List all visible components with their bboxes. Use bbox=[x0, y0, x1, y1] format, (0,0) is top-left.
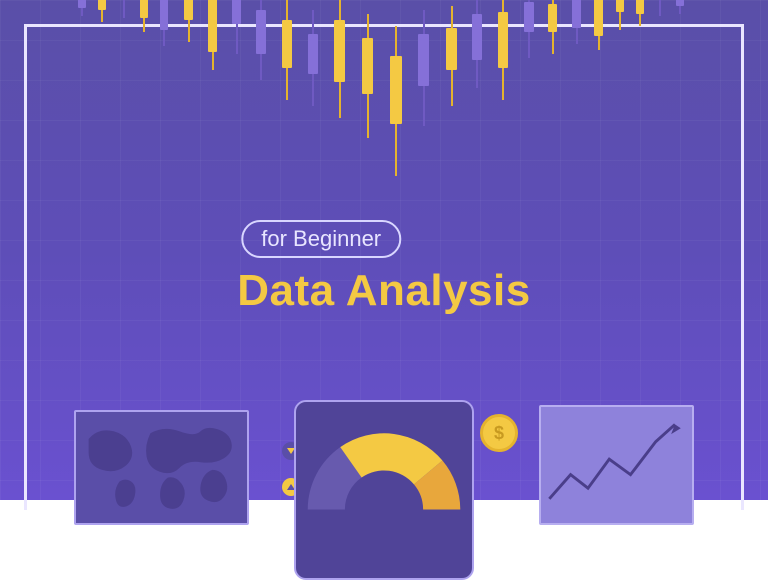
bottom-illustrations: $ bbox=[0, 360, 768, 520]
main-title: Data Analysis bbox=[237, 266, 530, 316]
coin-icon: $ bbox=[480, 414, 518, 452]
line-chart-screen-icon bbox=[539, 405, 694, 525]
title-group: for Beginner Data Analysis bbox=[237, 220, 530, 316]
coin-symbol: $ bbox=[494, 423, 504, 444]
world-map-screen-icon bbox=[74, 410, 249, 525]
candlestick-chart bbox=[0, 0, 768, 190]
badge-pill: for Beginner bbox=[241, 220, 401, 258]
gauge-chart-card bbox=[294, 400, 474, 580]
